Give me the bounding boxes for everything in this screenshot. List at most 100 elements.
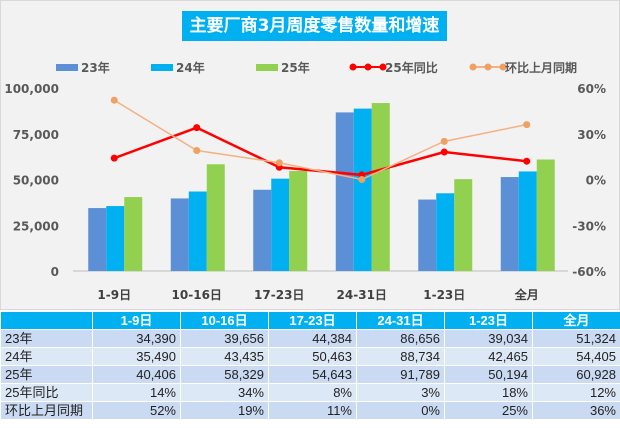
table-cell: 34%	[180, 383, 269, 402]
legend-label: 环比上月同期	[505, 60, 577, 75]
y-left-tick: 0	[51, 265, 59, 279]
marker-环比上月同期	[358, 176, 366, 183]
legend-label: 24年	[176, 60, 205, 75]
bar-23年	[335, 112, 354, 271]
column-header: 1-9日	[92, 311, 181, 330]
x-tick-label: 1-23日	[423, 288, 465, 302]
table-cell: 51,324	[532, 329, 620, 348]
bar-24年	[436, 193, 455, 271]
bar-24年	[518, 171, 537, 271]
table-cell: 50,463	[268, 347, 357, 366]
legend-label: 23年	[81, 60, 110, 75]
column-header: 24-31日	[356, 311, 445, 330]
legend-label: 25年同比	[385, 60, 438, 75]
bar-25年	[454, 179, 473, 271]
bar-24年	[271, 178, 290, 271]
table-cell: 44,384	[268, 329, 357, 348]
bar-25年	[206, 164, 225, 271]
legend-marker	[469, 63, 477, 71]
legend-swatch-23年	[56, 64, 78, 71]
legend-label: 25年	[281, 60, 310, 75]
x-tick-label: 1-9日	[97, 288, 131, 302]
table-header-row: 1-9日 10-16日 17-23日 24-31日 1-23日 全月	[0, 311, 620, 330]
legend-marker	[499, 63, 507, 71]
bar-25年	[124, 197, 143, 271]
line-环比上月同期	[113, 99, 527, 181]
chart-svg: 0 25,000 50,000 75,000 100,000 -60% -30% 0% 30% 6…	[4, 60, 606, 302]
column-header: 全月	[532, 311, 620, 330]
column-header	[0, 311, 93, 330]
table-cell: 58,329	[180, 365, 269, 384]
bar-25年	[536, 159, 555, 271]
table-cell: 43,435	[180, 347, 269, 366]
table-cell: 0%	[356, 401, 445, 420]
legend-marker	[349, 63, 357, 71]
table-cell: 39,656	[180, 329, 269, 348]
table-cell: 36%	[532, 401, 620, 420]
marker-环比上月同期	[110, 96, 118, 104]
bar-23年	[500, 177, 519, 271]
table-cell: 54,405	[532, 347, 620, 366]
bar-24年	[106, 206, 125, 271]
table-cell: 39,034	[444, 329, 533, 348]
row-label: 24年	[0, 347, 93, 366]
column-header: 10-16日	[180, 311, 269, 330]
bar-25年	[371, 103, 390, 272]
table-cell: 18%	[444, 383, 533, 402]
legend-swatch-24年	[151, 64, 173, 71]
marker-环比上月同期	[275, 159, 283, 167]
table-cell: 60,928	[532, 365, 620, 384]
marker-25年同比	[523, 157, 531, 165]
chart-title: 主要厂商3月周度零售数量和增速	[182, 11, 447, 41]
table-cell: 52%	[92, 401, 181, 420]
table-cell: 35,490	[92, 347, 181, 366]
marker-25年同比	[193, 124, 201, 132]
table-cell: 54,643	[268, 365, 357, 384]
row-label: 23年	[0, 329, 93, 348]
table-row: 25年 40,406 58,329 54,643 91,789 50,194 60,928	[0, 365, 620, 384]
table-row: 环比上月同期 52% 19% 11% 0% 25% 36%	[0, 401, 620, 420]
bar-23年	[88, 208, 107, 271]
marker-25年同比	[110, 154, 118, 162]
marker-环比上月同期	[523, 121, 531, 129]
table-cell: 12%	[532, 383, 620, 402]
bar-23年	[253, 189, 272, 271]
bar-23年	[170, 198, 189, 271]
table-cell: 86,656	[356, 329, 445, 348]
x-tick-label: 24-31日	[337, 288, 387, 302]
y-right-tick: 0%	[586, 174, 606, 188]
table-cell: 34,390	[92, 329, 181, 348]
marker-25年同比	[440, 148, 448, 156]
table-cell: 19%	[180, 401, 269, 420]
column-header: 17-23日	[268, 311, 357, 330]
table-cell: 8%	[268, 383, 357, 402]
x-tick-label: 全月	[514, 287, 539, 302]
y-left-tick: 75,000	[13, 128, 59, 142]
table-cell: 25%	[444, 401, 533, 420]
table-cell: 14%	[92, 383, 181, 402]
y-right-tick: 60%	[577, 82, 606, 96]
line-25年同比	[113, 126, 527, 177]
table-cell: 40,406	[92, 365, 181, 384]
table-row: 23年 34,390 39,656 44,384 86,656 39,034 51,324	[0, 329, 620, 348]
legend-marker	[484, 63, 492, 71]
table-row: 25年同比 14% 34% 8% 3% 18% 12%	[0, 383, 620, 402]
table-cell: 50,194	[444, 365, 533, 384]
table-cell: 3%	[356, 383, 445, 402]
data-table: 1-9日 10-16日 17-23日 24-31日 1-23日 全月 23年 34,390 39…	[0, 311, 620, 420]
y-left-tick: 50,000	[13, 174, 59, 188]
bar-24年	[353, 108, 372, 271]
marker-环比上月同期	[193, 147, 201, 155]
table-cell: 91,789	[356, 365, 445, 384]
y-left-tick: 25,000	[13, 219, 59, 233]
chart-area: 主要厂商3月周度零售数量和增速 0 25,000 50,000 75,000 100,0…	[0, 0, 620, 310]
y-right-tick: -30%	[572, 219, 606, 233]
x-tick-label: 10-16日	[172, 288, 222, 302]
table-cell: 88,734	[356, 347, 445, 366]
legend-marker	[379, 63, 387, 71]
bar-23年	[418, 199, 437, 271]
bar-25年	[289, 171, 308, 271]
row-label: 环比上月同期	[0, 401, 93, 420]
legend-swatch-25年	[256, 64, 278, 71]
